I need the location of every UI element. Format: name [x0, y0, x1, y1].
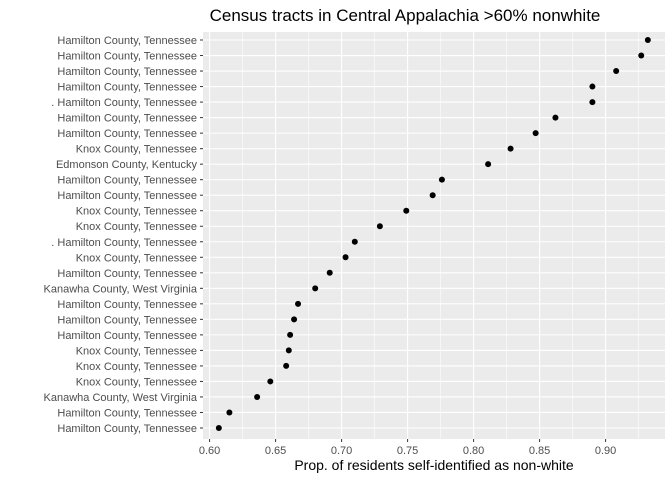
data-point [507, 145, 514, 152]
y-tick-label: Hamilton County, Tennessee [57, 314, 197, 326]
minor-gridlines [242, 32, 639, 439]
y-tick-label: Knox County, Tennessee [76, 252, 197, 264]
y-tick-label: Knox County, Tennessee [76, 221, 197, 233]
data-point [589, 83, 596, 90]
data-point [403, 207, 410, 214]
y-tick-label: Hamilton County, Tennessee [57, 175, 197, 187]
data-point [291, 316, 298, 323]
data-point [376, 223, 383, 230]
x-tick-label: 0.75 [397, 445, 418, 457]
x-tick-label: 0.65 [265, 445, 286, 457]
y-tick-label: Knox County, Tennessee [76, 206, 197, 218]
data-point [429, 192, 436, 199]
data-point [254, 393, 261, 400]
y-tick-label: Hamilton County, Tennessee [57, 190, 197, 202]
data-point [295, 300, 302, 307]
x-tick-label: 0.85 [529, 445, 550, 457]
y-tick-label: Hamilton County, Tennessee [57, 113, 197, 125]
y-axis-tick-labels: Hamilton County, Tennessee Hamilton Count… [44, 35, 203, 435]
y-tick-label: Knox County, Tennessee [76, 376, 197, 388]
data-point [532, 130, 539, 137]
data-point [342, 254, 349, 261]
x-axis-title: Prop. of residents self-identified as no… [294, 457, 574, 473]
y-tick-label: Hamilton County, Tennessee [57, 268, 197, 280]
y-tick-label: Hamilton County, Tennessee [57, 35, 197, 47]
y-tick-label: Edmonson County, Kentucky [56, 159, 198, 171]
y-tick-label: Knox County, Tennessee [76, 345, 197, 357]
data-point [285, 347, 292, 354]
y-tick-label: Kanawha County, West Virginia [44, 283, 198, 295]
y-tick-label: Knox County, Tennessee [76, 361, 197, 373]
data-point [638, 52, 645, 59]
data-point [351, 238, 358, 245]
x-tick-label: 0.60 [199, 445, 220, 457]
y-tick-label: Hamilton County, Tennessee [57, 51, 197, 63]
data-point [283, 362, 290, 369]
x-tick-label: 0.90 [595, 445, 616, 457]
y-tick-label: Knox County, Tennessee [76, 144, 197, 156]
y-tick-label: . Hamilton County, Tennessee [51, 97, 197, 109]
y-tick-label: Hamilton County, Tennessee [57, 407, 197, 419]
y-tick-label: Kanawha County, West Virginia [44, 392, 198, 404]
data-point [287, 331, 294, 338]
y-tick-label: Hamilton County, Tennessee [57, 299, 197, 311]
data-point [613, 68, 620, 75]
data-point [644, 37, 651, 43]
data-point [226, 409, 233, 416]
plot-panel [203, 32, 665, 439]
major-gridlines-x [209, 32, 607, 439]
x-tick-label: 0.70 [331, 445, 352, 457]
y-tick-label: Hamilton County, Tennessee [57, 128, 197, 140]
data-point [326, 269, 333, 276]
x-tick-label: 0.80 [463, 445, 484, 457]
data-point [312, 285, 319, 292]
x-axis-tick-labels: 0.60 0.65 0.70 0.75 0.80 0.85 0.90 [199, 439, 616, 457]
data-points [215, 37, 651, 431]
y-tick-label: Hamilton County, Tennessee [57, 423, 197, 435]
y-tick-label: Hamilton County, Tennessee [57, 330, 197, 342]
data-point [438, 176, 445, 183]
data-point [267, 378, 274, 385]
y-tick-label: Hamilton County, Tennessee [57, 82, 197, 94]
data-point [552, 114, 559, 121]
y-tick-label: . Hamilton County, Tennessee [51, 237, 197, 249]
data-point [215, 425, 222, 431]
data-point [485, 161, 492, 168]
y-tick-label: Hamilton County, Tennessee [57, 66, 197, 78]
chart-title: Census tracts in Central Appalachia >60%… [210, 6, 601, 25]
data-point [589, 99, 596, 106]
